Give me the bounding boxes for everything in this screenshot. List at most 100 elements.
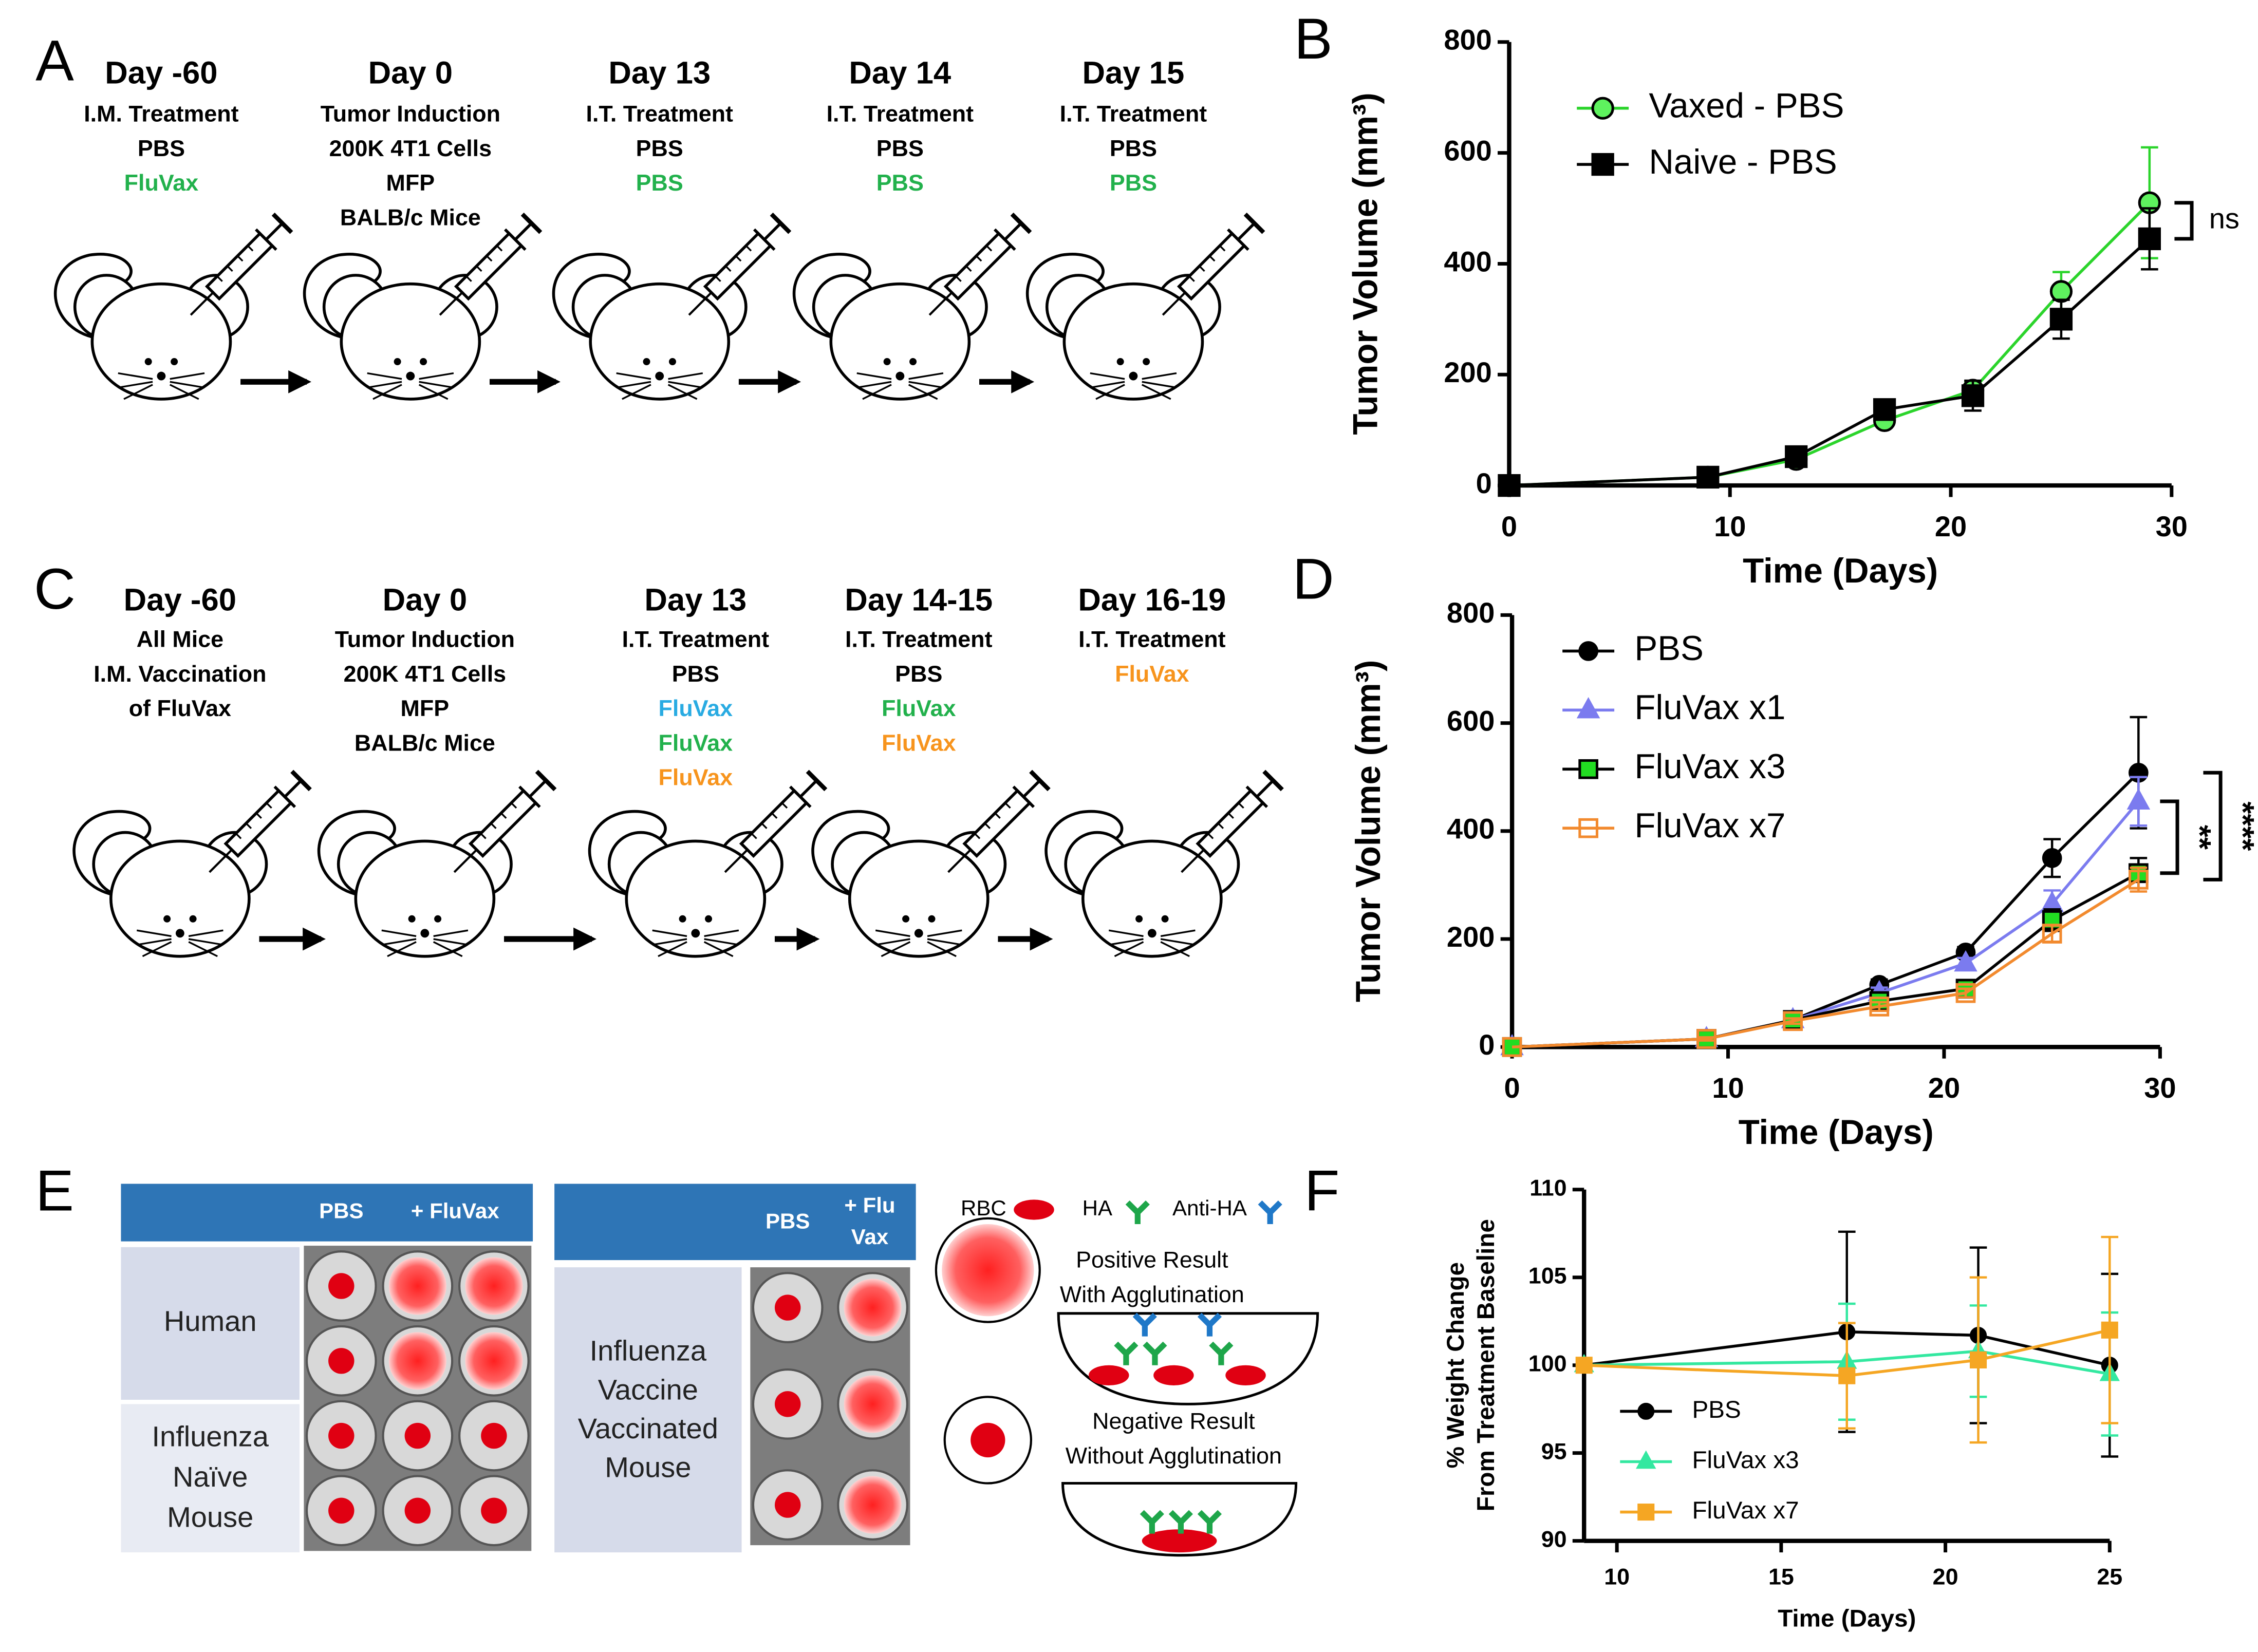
point: [2126, 788, 2151, 810]
legend-entry: [1620, 1402, 1672, 1420]
legend-label: FluVax x3: [1634, 747, 1785, 786]
legend-entry: [1562, 759, 1615, 779]
line: [1511, 872, 2139, 1049]
anti-ha-icon: [1258, 1200, 1282, 1225]
cell-text: With Agglutination: [1060, 1281, 1244, 1307]
legend-label: Naive - PBS: [1649, 143, 1837, 181]
step-day: Day -60: [105, 55, 217, 91]
x-axis-label: Time (Days): [1743, 552, 1938, 590]
step-text: I.T. Treatment: [586, 101, 734, 127]
step-day: Day 0: [383, 582, 468, 617]
mouse-icon: [1046, 771, 1283, 956]
ha-icon: [1125, 1200, 1150, 1225]
cell-text: Vaccinated: [578, 1412, 718, 1444]
y-tick-label: 400: [1447, 813, 1495, 845]
key-label: HA: [1083, 1196, 1112, 1220]
row-cell: [554, 1267, 742, 1553]
legend-label: FluVax x7: [1692, 1497, 1799, 1524]
well-agglutinated: [388, 1332, 446, 1390]
well-button: [328, 1497, 354, 1524]
line: [1509, 201, 2151, 487]
step-text: MFP: [386, 170, 435, 196]
well-button: [774, 1492, 801, 1518]
line: [1583, 1330, 2110, 1367]
well-button: [328, 1348, 354, 1374]
step-day: Day 14: [849, 55, 951, 91]
y-tick-label: 90: [1541, 1526, 1567, 1552]
mouse-icon: [74, 771, 311, 956]
negative-spot: [971, 1422, 1005, 1458]
y-tick-label: 600: [1444, 134, 1492, 166]
legend-entry: [1577, 153, 1629, 176]
key-label: RBC: [961, 1196, 1006, 1220]
step-day: Day -60: [124, 582, 236, 617]
step-day: Day 14-15: [845, 582, 993, 617]
rbc-icon: [1225, 1365, 1266, 1385]
point: [1502, 1037, 1522, 1057]
step-text: PBS: [1110, 135, 1157, 161]
step-text: I.T. Treatment: [845, 626, 993, 652]
step-text: PBS: [636, 170, 683, 196]
point: [1969, 1351, 1987, 1368]
legend-marker: [1636, 1450, 1656, 1469]
mouse-icon: [55, 213, 293, 399]
cell-text: Vaccine: [598, 1373, 698, 1405]
y-tick-label: 200: [1444, 356, 1492, 388]
row-cell: [121, 1247, 300, 1400]
y-tick-label: 0: [1476, 467, 1492, 499]
y-tick-label: 800: [1447, 596, 1495, 629]
well-agglutinated: [844, 1375, 902, 1433]
rbc-icon: [1153, 1365, 1194, 1385]
y-tick-label: 800: [1444, 24, 1492, 56]
legend-entry: [1562, 697, 1615, 719]
y-axis-label: From Treatment Baseline: [1472, 1219, 1500, 1511]
rbc-cluster: [1142, 1529, 1217, 1553]
row-cell: [121, 1404, 300, 1553]
line: [1584, 1328, 2110, 1378]
point: [2049, 308, 2073, 331]
well-button: [404, 1497, 431, 1524]
step-text: Tumor Induction: [335, 626, 515, 652]
step-text: PBS: [636, 135, 683, 161]
cell-text: Vax: [851, 1225, 889, 1249]
well-button: [774, 1391, 801, 1417]
ha-icon: [1114, 1341, 1139, 1365]
x-axis-label: Time (Days): [1739, 1113, 1934, 1152]
y-axis-label: % Weight Change: [1442, 1262, 1469, 1468]
bowl: [1057, 1312, 1319, 1405]
legend-entry: [1620, 1450, 1672, 1469]
mouse-icon: [794, 213, 1032, 399]
ha-icon: [1143, 1341, 1167, 1365]
legend-marker: [1637, 1402, 1655, 1420]
y-tick-label: 400: [1444, 245, 1492, 277]
bracket: [2160, 799, 2179, 875]
ha-icon: [1209, 1341, 1234, 1365]
x-tick-label: 15: [1768, 1563, 1794, 1589]
legend-marker: [1578, 818, 1598, 838]
x-tick-label: 10: [1712, 1072, 1744, 1104]
anti-ha-icon: [1132, 1312, 1157, 1337]
mouse-icon: [319, 771, 556, 956]
legend-label: FluVax x7: [1634, 806, 1785, 845]
error-bar: [1871, 1001, 1888, 1012]
mouse-icon: [813, 771, 1050, 956]
series: [1502, 857, 2149, 1057]
x-tick-label: 0: [1504, 1072, 1520, 1104]
step-text: I.T. Treatment: [1078, 626, 1226, 652]
step-text: BALB/c Mice: [354, 729, 495, 756]
cell-text: PBS: [766, 1209, 810, 1233]
well-button: [328, 1422, 354, 1449]
point: [1785, 445, 1808, 468]
point: [1498, 474, 1521, 497]
step-text: FluVax: [659, 764, 733, 791]
step-text: I.M. Treatment: [84, 101, 238, 127]
well-agglutinated: [844, 1279, 902, 1337]
step-text: PBS: [672, 661, 719, 687]
cell-text: Mouse: [605, 1451, 691, 1484]
well-agglutinated: [844, 1476, 902, 1534]
cell-text: PBS: [319, 1199, 363, 1223]
step-text: BALB/c Mice: [340, 204, 481, 230]
well-button: [481, 1422, 507, 1449]
